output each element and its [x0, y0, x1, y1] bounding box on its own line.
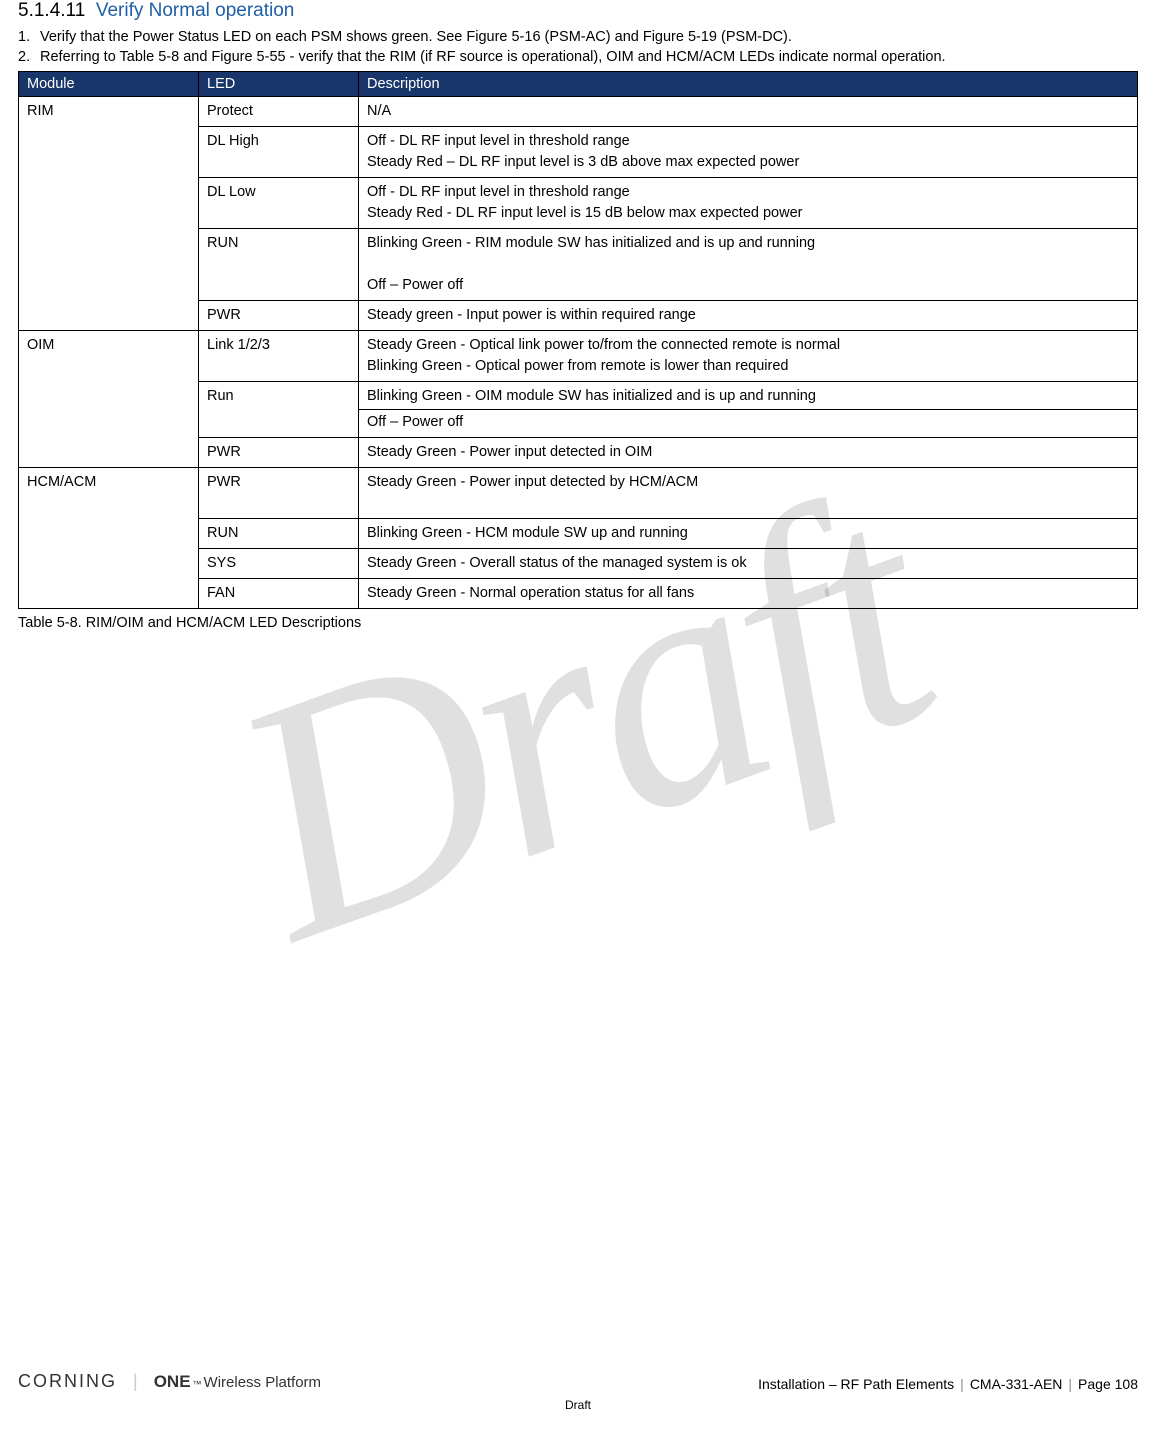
- footer-line: CORNING | ONE™ Wireless Platform Install…: [18, 1371, 1138, 1392]
- cell-description: Steady Green - Normal operation status f…: [359, 579, 1138, 609]
- section-number: 5.1.4.11: [18, 0, 85, 21]
- cell-led: PWR: [199, 438, 359, 468]
- cell-led: SYS: [199, 549, 359, 579]
- one-logo-text: ONE: [154, 1372, 191, 1392]
- cell-led: FAN: [199, 579, 359, 609]
- cell-description: Blinking Green - OIM module SW has initi…: [359, 382, 1138, 438]
- list-number: 1.: [18, 28, 30, 48]
- header-module: Module: [19, 72, 199, 97]
- list-item: 2. Referring to Table 5-8 and Figure 5-55…: [18, 48, 1138, 68]
- cell-led: DL High: [199, 127, 359, 178]
- list-text: Verify that the Power Status LED on each…: [40, 29, 792, 45]
- cell-led: RUN: [199, 519, 359, 549]
- cell-description: Steady Green - Power input detected by H…: [359, 468, 1138, 519]
- page-footer: CORNING | ONE™ Wireless Platform Install…: [0, 1371, 1156, 1412]
- cell-led: PWR: [199, 301, 359, 331]
- section-title: Verify Normal operation: [96, 0, 295, 21]
- cell-led: Run: [199, 382, 359, 438]
- cell-led: Link 1/2/3: [199, 331, 359, 382]
- cell-led: RUN: [199, 229, 359, 301]
- section-heading: 5.1.4.11 Verify Normal operation: [18, 0, 1138, 22]
- cell-description: Steady green - Input power is within req…: [359, 301, 1138, 331]
- cell-description: Off - DL RF input level in threshold ran…: [359, 127, 1138, 178]
- footer-separator: |: [1068, 1376, 1072, 1392]
- led-table: Module LED Description RIMProtectN/ADL H…: [18, 71, 1138, 609]
- footer-left: CORNING | ONE™ Wireless Platform: [18, 1371, 321, 1392]
- header-description: Description: [359, 72, 1138, 97]
- footer-doc: CMA-331-AEN: [970, 1376, 1063, 1392]
- table-header-row: Module LED Description: [19, 72, 1138, 97]
- list-item: 1. Verify that the Power Status LED on ea…: [18, 28, 1138, 48]
- one-logo: ONE™ Wireless Platform: [154, 1372, 321, 1392]
- cell-description: Steady Green - Optical link power to/fro…: [359, 331, 1138, 382]
- footer-page: Page 108: [1078, 1376, 1138, 1392]
- table-caption: Table 5-8. RIM/OIM and HCM/ACM LED Descr…: [18, 615, 1138, 631]
- cell-description: Off - DL RF input level in threshold ran…: [359, 178, 1138, 229]
- list-text: Referring to Table 5-8 and Figure 5-55 -…: [40, 49, 946, 65]
- table-row: RIMProtectN/A: [19, 97, 1138, 127]
- cell-description: N/A: [359, 97, 1138, 127]
- header-led: LED: [199, 72, 359, 97]
- draft-label: Draft: [18, 1398, 1138, 1412]
- one-logo-rest: Wireless Platform: [204, 1374, 322, 1391]
- footer-right: Installation – RF Path Elements | CMA-33…: [758, 1376, 1138, 1392]
- tm-symbol: ™: [193, 1379, 202, 1389]
- footer-section: Installation – RF Path Elements: [758, 1376, 954, 1392]
- cell-module: HCM/ACM: [19, 468, 199, 609]
- corning-logo: CORNING: [18, 1371, 117, 1392]
- footer-separator: |: [133, 1371, 138, 1392]
- list-number: 2.: [18, 48, 30, 68]
- cell-module: OIM: [19, 331, 199, 468]
- table-row: HCM/ACMPWRSteady Green - Power input det…: [19, 468, 1138, 519]
- footer-separator: |: [960, 1376, 964, 1392]
- cell-led: Protect: [199, 97, 359, 127]
- cell-module: RIM: [19, 97, 199, 331]
- cell-led: PWR: [199, 468, 359, 519]
- cell-led: DL Low: [199, 178, 359, 229]
- page-content: 5.1.4.11 Verify Normal operation 1. Verif…: [0, 0, 1156, 631]
- table-row: OIMLink 1/2/3Steady Green - Optical link…: [19, 331, 1138, 382]
- cell-description: Steady Green - Power input detected in O…: [359, 438, 1138, 468]
- cell-description: Steady Green - Overall status of the man…: [359, 549, 1138, 579]
- cell-description: Blinking Green - RIM module SW has initi…: [359, 229, 1138, 301]
- cell-description: Blinking Green - HCM module SW up and ru…: [359, 519, 1138, 549]
- instruction-list: 1. Verify that the Power Status LED on ea…: [18, 28, 1138, 67]
